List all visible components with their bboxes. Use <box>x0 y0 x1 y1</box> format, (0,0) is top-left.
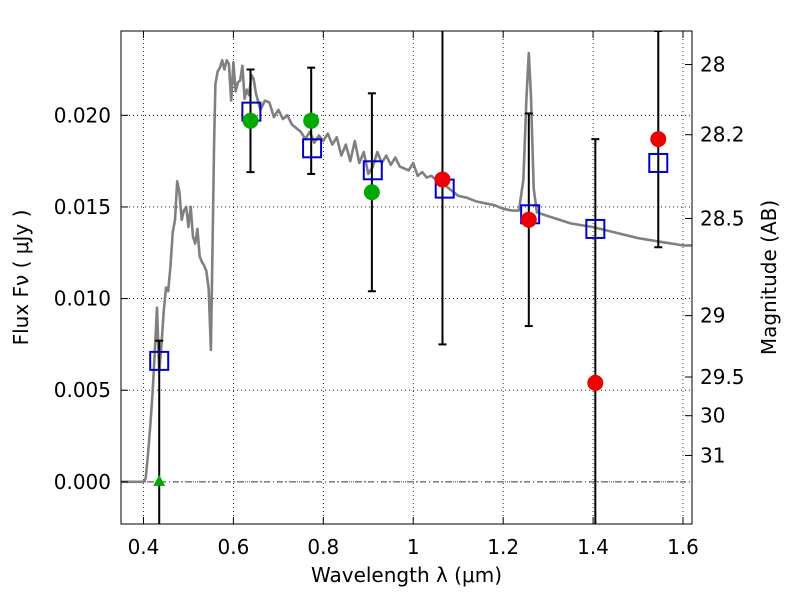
x-axis-title: Wavelength λ (μm) <box>311 563 502 587</box>
x-tick-label: 0.4 <box>128 535 160 559</box>
measured-point <box>434 171 451 188</box>
y-tick-label: 0.020 <box>54 103 111 127</box>
plot-frame <box>120 30 693 525</box>
measured-point <box>520 211 537 228</box>
model-square-point <box>149 350 170 371</box>
x-tick-label: 0.8 <box>307 535 339 559</box>
x-tick-label: 1.4 <box>577 535 609 559</box>
model-square-point <box>585 218 606 239</box>
upper-limit-triangle <box>153 474 166 486</box>
plot-background <box>121 31 692 524</box>
y-axis-title: Flux Fν ( μJy ) <box>9 210 33 346</box>
model-square-point <box>648 152 669 173</box>
mag-tick-label: 28.2 <box>700 123 745 147</box>
model-spectrum-line <box>121 51 692 484</box>
x-tick-label: 1 <box>407 535 420 559</box>
mag-tick-label: 28.5 <box>700 206 745 230</box>
mag-tick-label: 29.5 <box>700 365 745 389</box>
y-tick-label: 0.015 <box>54 195 111 219</box>
measured-point <box>303 112 320 129</box>
model-square-point <box>302 138 323 159</box>
measured-point <box>650 131 667 148</box>
x-tick-label: 1.2 <box>487 535 519 559</box>
plot-area <box>121 31 692 524</box>
axis-ticks <box>121 31 692 524</box>
axis-labels: 0.4 0.6 0.8 1 1.2 1.4 1.6 0.000 0.005 0.010 0.015 0… <box>54 53 745 559</box>
measured-point <box>587 374 604 391</box>
right-axis-title: Magnitude (AB) <box>757 200 781 355</box>
measured-point <box>242 112 259 129</box>
model-square-point <box>362 160 383 181</box>
y-tick-label: 0.010 <box>54 287 111 311</box>
y-tick-label: 0.000 <box>54 470 111 494</box>
mag-tick-label: 31 <box>700 443 725 467</box>
mag-tick-label: 30 <box>700 404 725 428</box>
y-tick-label: 0.005 <box>54 378 111 402</box>
x-tick-label: 1.6 <box>667 535 699 559</box>
mag-tick-label: 28 <box>700 53 725 77</box>
measured-point <box>363 184 380 201</box>
x-tick-label: 0.6 <box>217 535 249 559</box>
mag-tick-label: 29 <box>700 304 725 328</box>
